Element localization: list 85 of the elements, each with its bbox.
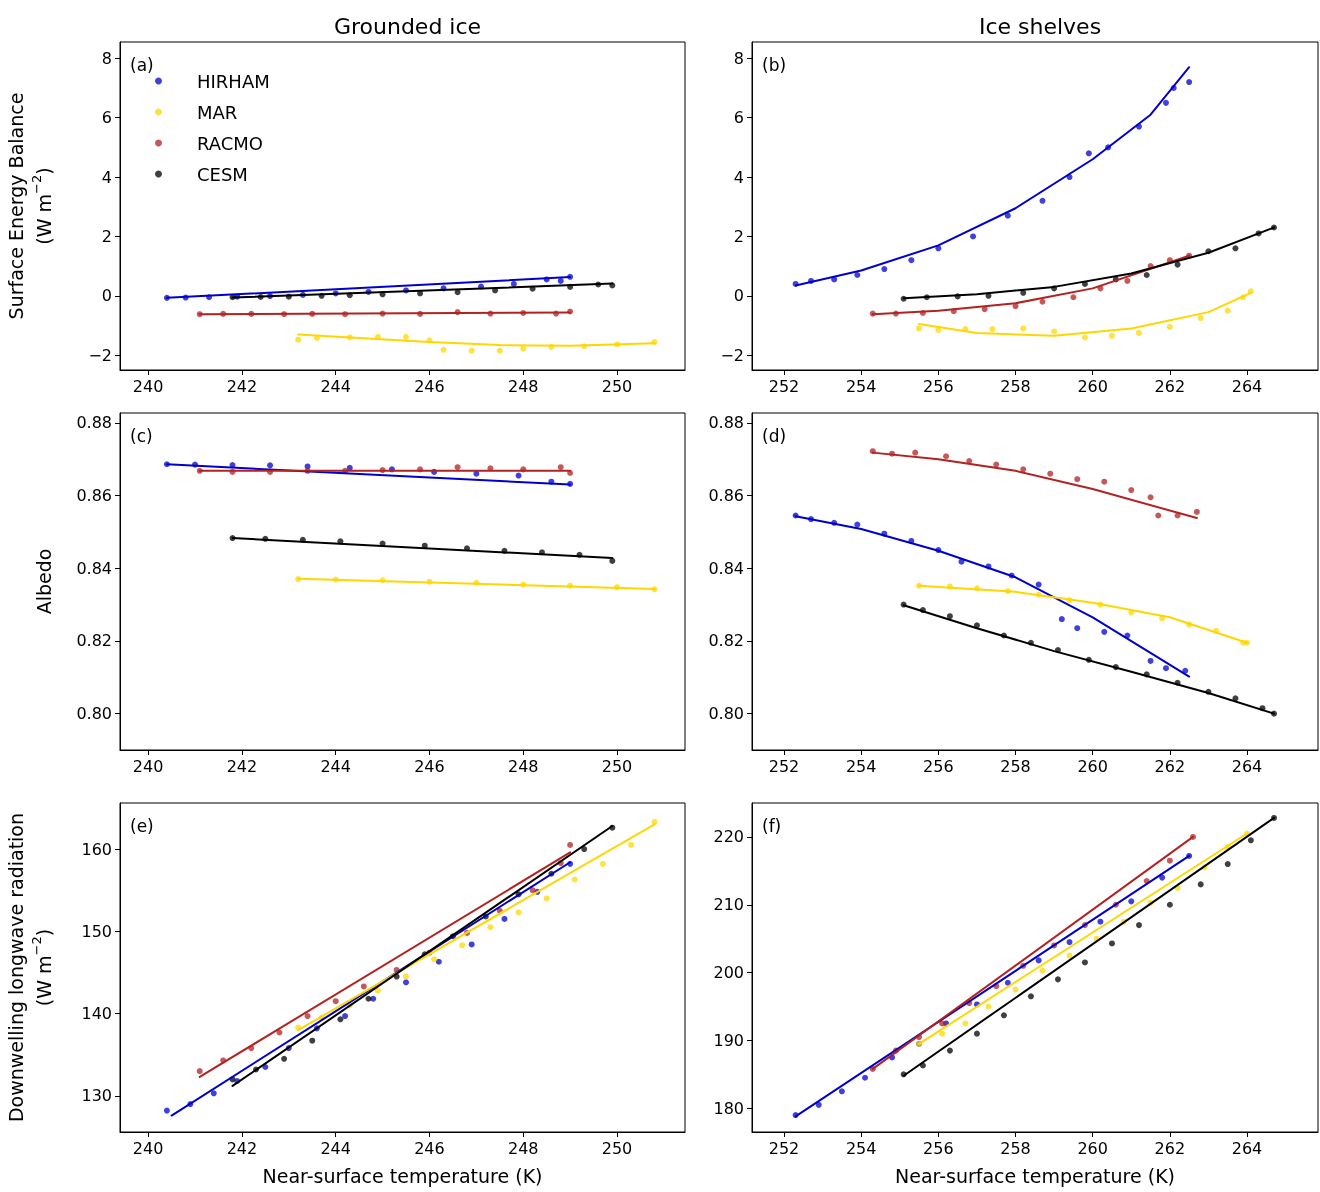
y-axis-title: Albedo [33, 548, 55, 615]
x-tick-label: 244 [320, 376, 351, 396]
x-tick-label: 260 [1077, 1138, 1108, 1158]
chart-title: Ice shelves [978, 13, 1102, 39]
y-tick-label: 0.86 [708, 486, 744, 506]
x-tick-label: 244 [320, 1138, 351, 1158]
x-tick-label: 264 [1231, 1138, 1263, 1158]
x-tick-label: 250 [601, 376, 633, 396]
annotation: (d) [762, 425, 787, 446]
x-tick-label: 248 [507, 756, 539, 776]
chart-title: Grounded ice [333, 13, 482, 39]
y-tick-label: 0.82 [76, 631, 112, 651]
x-axis-title: Near-surface temperature (K) [262, 1165, 543, 1187]
x-tick-label: 254 [845, 376, 877, 396]
x-tick-label: 252 [768, 376, 800, 396]
annotation: (b) [762, 54, 787, 75]
y-tick-label: 140 [81, 1004, 112, 1024]
x-tick-label: 256 [923, 376, 954, 396]
x-tick-label: 262 [1154, 376, 1186, 396]
x-tick-label: 260 [1077, 376, 1108, 396]
y-tick-label: 0.86 [76, 486, 112, 506]
x-tick-label: 242 [226, 1138, 258, 1158]
annotation: (a) [130, 54, 154, 75]
x-tick-label: 240 [132, 1138, 164, 1158]
x-tick-label: 246 [414, 756, 445, 776]
x-tick-label: 262 [1154, 756, 1186, 776]
y-tick-label: 220 [713, 827, 744, 847]
x-tick-label: 248 [507, 376, 539, 396]
y-tick-label: 180 [713, 1098, 744, 1118]
y-tick-label: 0.88 [708, 413, 744, 433]
y-tick-label: 0.88 [76, 413, 112, 433]
x-tick-label: 256 [923, 756, 954, 776]
annotation: (c) [130, 425, 153, 446]
x-tick-label: 252 [768, 1138, 800, 1158]
x-tick-label: 254 [845, 1138, 877, 1158]
legend-label: MAR [197, 101, 238, 123]
x-tick-label: 258 [1000, 1138, 1031, 1158]
legend-label: HIRHAM [197, 70, 270, 92]
x-tick-label: 250 [601, 1138, 633, 1158]
y-tick-label: −2 [720, 345, 744, 365]
x-tick-label: 242 [226, 756, 258, 776]
y-tick-label: 6 [101, 108, 112, 128]
x-tick-label: 246 [414, 376, 445, 396]
annotation: (e) [130, 815, 154, 836]
y-tick-label: 0.80 [708, 704, 744, 724]
x-tick-label: 264 [1231, 756, 1263, 776]
x-tick-label: 240 [132, 756, 164, 776]
x-tick-label: 254 [845, 756, 877, 776]
y-tick-label: 2 [101, 226, 112, 246]
y-tick-label: 0.84 [708, 558, 744, 578]
y-tick-label: 8 [733, 48, 744, 68]
y-tick-label: 6 [733, 108, 744, 128]
legend-label: RACMO [197, 132, 264, 154]
x-tick-label: 258 [1000, 756, 1031, 776]
y-tick-label: −2 [88, 345, 112, 365]
x-tick-label: 242 [226, 376, 258, 396]
y-tick-label: 150 [81, 921, 112, 941]
y-tick-label: 200 [713, 963, 744, 983]
x-tick-label: 256 [923, 1138, 954, 1158]
x-tick-label: 264 [1231, 376, 1263, 396]
x-tick-label: 260 [1077, 756, 1108, 776]
y-tick-label: 130 [81, 1086, 112, 1106]
y-tick-label: 0.84 [76, 558, 112, 578]
y-tick-label: 0 [101, 286, 112, 306]
y-tick-label: 160 [81, 839, 112, 859]
y-tick-label: 2 [733, 226, 744, 246]
y-tick-label: 0 [733, 286, 744, 306]
x-tick-label: 246 [414, 1138, 445, 1158]
y-tick-label: 190 [713, 1030, 744, 1050]
y-tick-label: 0.80 [76, 704, 112, 724]
y-tick-label: 4 [733, 167, 744, 187]
x-tick-label: 250 [601, 756, 633, 776]
legend-label: CESM [197, 163, 248, 185]
annotation: (f) [762, 815, 782, 836]
y-tick-label: 210 [713, 895, 744, 915]
x-tick-label: 262 [1154, 1138, 1186, 1158]
y-tick-label: 0.82 [708, 631, 744, 651]
x-tick-label: 248 [507, 1138, 539, 1158]
y-tick-label: 8 [101, 48, 112, 68]
x-tick-label: 240 [132, 376, 164, 396]
x-axis-title: Near-surface temperature (K) [894, 1165, 1176, 1187]
y-tick-label: 4 [101, 167, 112, 187]
x-tick-label: 258 [1000, 376, 1031, 396]
x-tick-label: 252 [768, 756, 800, 776]
x-tick-label: 244 [320, 756, 351, 776]
